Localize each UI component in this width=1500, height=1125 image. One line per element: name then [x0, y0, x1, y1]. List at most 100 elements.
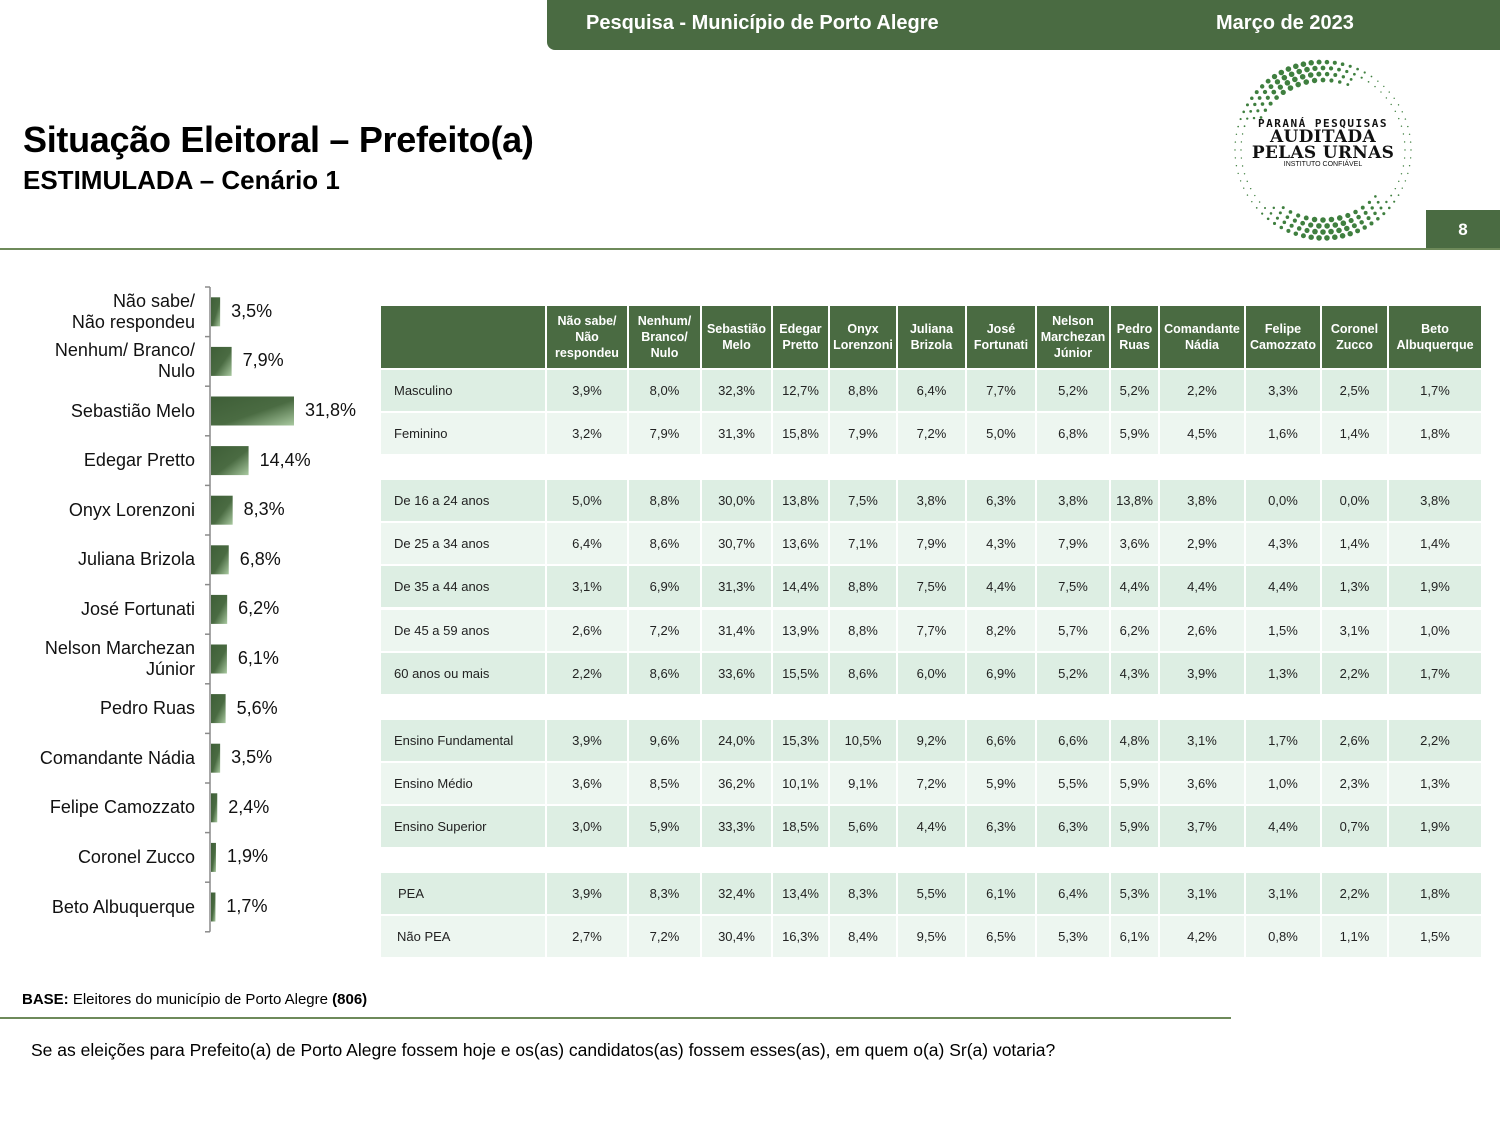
survey-date: Março de 2023 [1216, 12, 1354, 34]
logo-dot [1397, 194, 1400, 196]
logo-dot [1332, 234, 1338, 241]
table-cell: 2,2% [547, 653, 627, 694]
table-cell: 8,8% [830, 566, 896, 607]
table-cell: 13,4% [773, 873, 828, 914]
table-cell: 14,4% [773, 566, 828, 607]
logo-dot [1337, 80, 1342, 84]
category-label: Comandante Nádia [39, 747, 195, 768]
logo-dot [1311, 216, 1318, 223]
table-cell: 8,6% [629, 523, 700, 564]
base-text: Eleitores do município de Porto Alegre [68, 991, 333, 1008]
bar [211, 694, 226, 724]
table-cell: 16,3% [773, 916, 828, 957]
bar-chart-svg [205, 286, 294, 933]
logo-dot [1239, 118, 1242, 121]
logo-dot [1304, 227, 1310, 233]
logo-dot [1239, 180, 1242, 182]
table-cell: 1,4% [1389, 523, 1481, 564]
logo-dot [1394, 187, 1397, 190]
logo-dot [1345, 69, 1349, 74]
logo-dot [1266, 217, 1270, 221]
table-cell: 8,6% [830, 653, 896, 694]
logo-dot [1272, 221, 1277, 225]
table-cell: 1,3% [1389, 763, 1481, 804]
logo-dot [1287, 85, 1294, 91]
logo-dot [1237, 172, 1239, 175]
table-cell: 1,3% [1322, 566, 1387, 607]
table-cell: 5,9% [1111, 413, 1158, 454]
logo-dot [1257, 96, 1262, 100]
table-cell: 1,9% [1389, 806, 1481, 847]
column-header: Beto Albuquerque [1389, 306, 1481, 368]
table-cell: 1,4% [1322, 413, 1387, 454]
table-cell: 3,6% [1160, 763, 1244, 804]
table-cell: 4,3% [1111, 653, 1158, 694]
logo-dot [1316, 235, 1322, 241]
logo-dot [1408, 165, 1411, 167]
table-cell: 5,9% [1111, 763, 1158, 804]
table-cell: 0,7% [1322, 806, 1387, 847]
logo-dot [1296, 68, 1302, 75]
logo-dot [1260, 102, 1265, 106]
value-label: 5,6% [236, 697, 278, 718]
logo-dot [1348, 64, 1352, 68]
logo-dot [1281, 206, 1285, 210]
table-cell: 2,9% [1160, 523, 1244, 564]
logo: PARANÁ PESQUISAS AUDITADA PELAS URNAS IN… [1228, 55, 1418, 245]
logo-dot [1390, 194, 1393, 197]
logo-dot [1288, 210, 1293, 214]
table-cell: 0,8% [1246, 916, 1320, 957]
logo-dot [1398, 117, 1400, 120]
page-number: 8 [1426, 210, 1500, 248]
logo-dot [1367, 80, 1370, 83]
logo-dot [1320, 77, 1326, 83]
table-cell: 9,2% [898, 720, 965, 761]
logo-dot [1271, 73, 1278, 80]
table-cell: 4,4% [1160, 566, 1244, 607]
table-cell: 5,5% [898, 873, 965, 914]
table-cell: 7,2% [898, 763, 965, 804]
column-header: José Fortunati [967, 306, 1035, 368]
logo-dot [1360, 205, 1365, 210]
logo-dot [1324, 235, 1330, 241]
table-cell: 2,7% [547, 916, 627, 957]
table-cell: 5,7% [1037, 610, 1109, 651]
table-cell: 32,3% [702, 370, 771, 411]
table-cell: 5,2% [1111, 370, 1158, 411]
logo-dot [1308, 222, 1314, 228]
logo-dot [1278, 211, 1282, 215]
logo-dot [1398, 180, 1400, 183]
category-label: Nenhum/ Branco/ Nulo [54, 340, 195, 382]
logo-dot [1303, 215, 1309, 221]
logo-dot [1401, 187, 1403, 189]
bar [211, 743, 221, 773]
logo-dot [1316, 59, 1322, 65]
logo-dot [1403, 141, 1406, 143]
table-cell: 7,7% [898, 610, 965, 651]
table-cell: 3,8% [1160, 480, 1244, 521]
logo-dot [1390, 103, 1392, 106]
table-cell: 1,4% [1322, 523, 1387, 564]
logo-dot [1320, 217, 1326, 223]
logo-dot [1404, 180, 1407, 182]
base-label: BASE: [22, 991, 69, 1008]
logo-dot [1410, 149, 1412, 151]
logo-dot [1296, 226, 1302, 231]
column-header: Nelson Marchezan Júnior [1037, 306, 1109, 368]
logo-dot [1258, 201, 1261, 203]
value-label: 8,3% [243, 499, 285, 520]
logo-line-4: INSTITUTO CONFIÁVEL [1283, 161, 1363, 168]
table-cell: 3,0% [547, 806, 627, 847]
value-label: 1,7% [226, 896, 268, 916]
table-cell: 3,1% [1160, 720, 1244, 761]
logo-dot [1250, 96, 1254, 101]
table-cell: 5,5% [1037, 763, 1109, 804]
logo-dot [1367, 200, 1372, 205]
logo-dot [1388, 91, 1390, 93]
logo-dot [1387, 206, 1391, 210]
table-cell: 36,2% [702, 763, 771, 804]
value-label: 1,9% [226, 846, 268, 867]
logo-dot [1292, 76, 1298, 83]
logo-dot [1385, 200, 1388, 204]
table-cell: 7,1% [830, 523, 896, 564]
